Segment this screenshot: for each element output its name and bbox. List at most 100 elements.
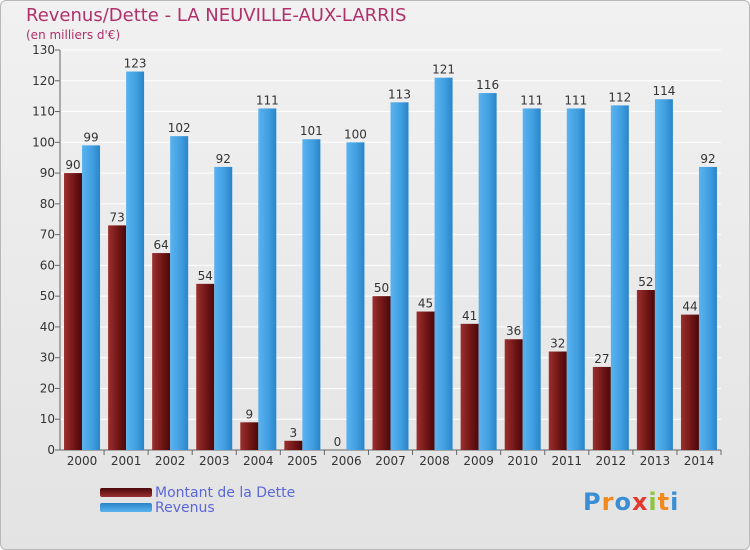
x-tick-label: 2013 [640,454,671,468]
y-tick-label: 120 [32,74,55,88]
x-tick-label: 2011 [551,454,582,468]
data-label-debt: 54 [198,269,213,283]
bar-debt [504,339,523,450]
bar-revenue [126,71,145,451]
x-tick-label: 2001 [111,454,142,468]
chart-subtitle: (en milliers d'€) [26,28,121,42]
data-label-debt: 32 [550,337,565,351]
bar-debt [152,253,171,450]
data-label-debt: 64 [154,238,169,252]
data-label-revenue: 116 [476,78,499,92]
y-tick-label: 90 [40,166,55,180]
x-tick-label: 2003 [199,454,230,468]
data-label-revenue: 121 [432,63,455,77]
x-tick-label: 2008 [419,454,450,468]
data-label-revenue: 100 [344,127,367,141]
x-tick-label: 2004 [243,454,274,468]
chart-title: Revenus/Dette - LA NEUVILLE-AUX-LARRIS [26,5,407,26]
bar-debt [680,314,699,450]
data-label-debt: 27 [594,352,609,366]
bar-revenue [566,108,585,450]
y-tick-label: 70 [40,228,55,242]
bar-debt [284,440,303,450]
x-tick-label: 2007 [375,454,406,468]
y-tick-label: 100 [32,135,55,149]
data-label-debt: 9 [245,407,253,421]
x-tick-label: 2006 [331,454,362,468]
data-label-revenue: 102 [168,121,191,135]
bar-revenue [522,108,541,450]
legend-label-revenue: Revenus [155,500,215,516]
bar-revenue [610,105,629,450]
data-label-revenue: 92 [216,152,231,166]
data-label-debt: 50 [374,281,389,295]
data-label-debt: 73 [109,210,124,224]
y-tick-label: 0 [47,443,55,457]
bar-revenue [258,108,277,450]
bar-debt [108,225,127,450]
bar-debt [592,366,611,450]
bar-revenue [434,77,453,450]
data-label-revenue: 92 [700,152,715,166]
bar-debt [636,290,655,450]
bar-revenue [390,102,409,451]
bar-revenue [302,139,321,450]
data-label-debt: 41 [462,309,477,323]
logo-letter: P [583,488,602,516]
data-label-revenue: 111 [520,93,543,107]
x-tick-label: 2010 [507,454,538,468]
y-tick-label: 20 [40,381,55,395]
y-tick-label: 50 [40,289,55,303]
bar-revenue [346,142,365,451]
data-label-revenue: 114 [652,84,675,98]
data-label-revenue: 113 [388,87,411,101]
data-label-debt: 0 [334,435,342,449]
bar-revenue [214,166,233,450]
data-label-debt: 52 [638,275,653,289]
logo-letter: o [614,488,632,516]
data-label-revenue: 111 [256,93,279,107]
data-label-debt: 45 [418,297,433,311]
data-label-revenue: 123 [124,57,147,71]
x-tick-label: 2005 [287,454,318,468]
bar-debt [548,351,567,450]
bar-revenue [478,93,497,451]
logo-letter: t [657,488,671,516]
logo-letter: i [670,488,680,516]
y-tick-label: 110 [32,105,55,119]
bar-revenue [654,99,673,450]
bar-debt [196,283,215,450]
x-tick-label: 2000 [67,454,98,468]
logo-letter: i [648,488,658,516]
data-label-debt: 90 [65,158,80,172]
y-tick-label: 80 [40,197,55,211]
bar-debt [460,323,479,450]
bar-revenue [82,145,101,450]
data-label-revenue: 99 [83,130,98,144]
y-tick-label: 40 [40,320,55,334]
bar-debt [416,311,435,450]
bar-revenue [698,166,717,450]
y-tick-label: 130 [32,43,55,57]
legend-swatch-revenue [100,503,152,512]
data-label-debt: 3 [290,426,298,440]
data-label-debt: 36 [506,324,521,338]
legend-label-debt: Montant de la Dette [155,485,296,501]
proxiti-logo: Proxiti [583,488,679,516]
x-tick-label: 2014 [684,454,715,468]
bars [64,71,717,451]
bar-debt [372,296,391,450]
y-tick-label: 10 [40,412,55,426]
data-label-debt: 44 [682,300,697,314]
data-label-revenue: 112 [608,90,631,104]
x-tick-label: 2009 [463,454,494,468]
bar-revenue [170,136,189,450]
bar-debt [64,173,83,451]
bar-debt [240,422,259,450]
x-tick-label: 2002 [155,454,186,468]
legend-swatch-debt [100,488,152,497]
logo-letter: r [601,488,615,516]
data-label-revenue: 111 [564,93,587,107]
